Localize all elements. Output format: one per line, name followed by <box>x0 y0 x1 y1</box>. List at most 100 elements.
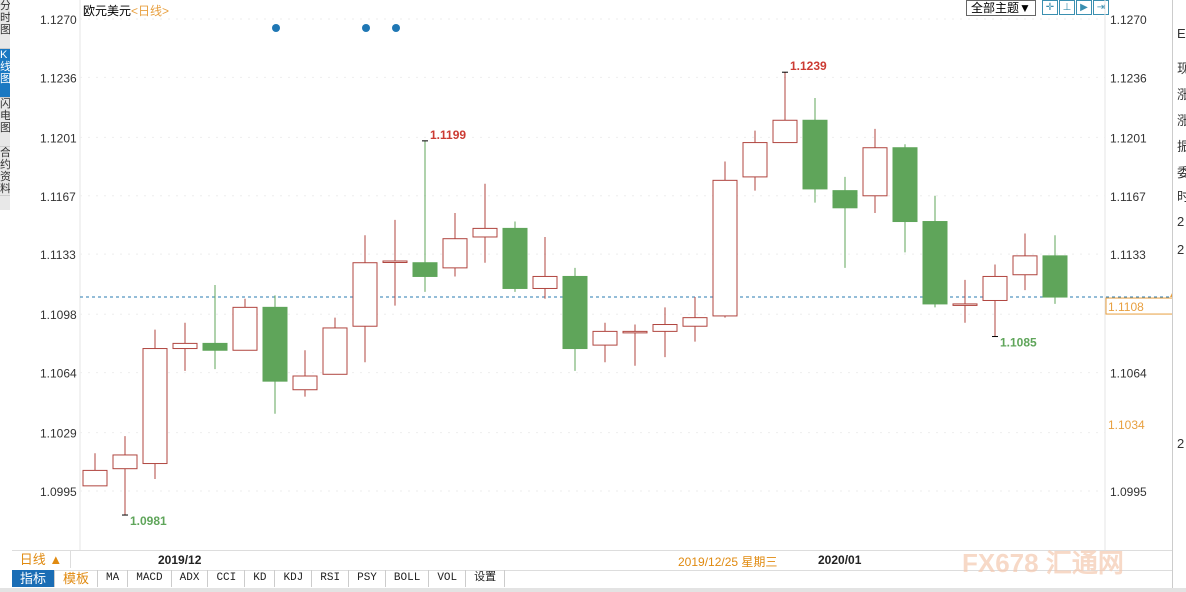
info-row: 现 <box>1177 58 1186 77</box>
info-row: E <box>1177 26 1186 41</box>
candle-body <box>292 375 318 391</box>
info-row: 时 <box>1177 186 1186 205</box>
candle-body <box>322 327 348 375</box>
y-tick-right: 1.1236 <box>1110 71 1147 85</box>
candle-body <box>1042 255 1068 298</box>
y-tick-left: 1.1270 <box>40 13 77 27</box>
candle-body <box>112 454 138 470</box>
y-tick-right: 1.1133 <box>1110 248 1146 262</box>
low-label: 1.0981 <box>130 514 167 528</box>
toolbar-item[interactable]: BOLL <box>386 570 430 587</box>
info-row: 2 <box>1177 242 1185 257</box>
scrollbar[interactable] <box>0 588 1186 592</box>
high-label: 1.1239 <box>790 59 827 73</box>
candle-body <box>952 303 978 306</box>
toolbar-item[interactable]: RSI <box>312 570 350 587</box>
candle-body <box>682 317 708 327</box>
info-row: 2 <box>1177 436 1185 451</box>
candle-body <box>802 119 828 190</box>
candle-body <box>562 275 588 350</box>
candle-body <box>652 324 678 332</box>
y-tick-left: 1.1236 <box>40 71 77 85</box>
crosshair-icon[interactable]: ✛ <box>1042 0 1058 15</box>
candle-body <box>142 348 168 465</box>
candle-body <box>262 306 288 382</box>
toolbar-item[interactable]: KDJ <box>275 570 313 587</box>
y-tick-left: 1.0995 <box>40 485 77 499</box>
current-price-label: 1.1108 <box>1108 300 1144 314</box>
chart-title: 欧元美元<日线> <box>83 2 169 19</box>
y-tick-right: 1.1064 <box>1110 367 1147 381</box>
toolbar-item[interactable]: 设置 <box>466 570 506 587</box>
y-tick-left: 1.1201 <box>40 131 77 145</box>
toolbar-item[interactable]: MA <box>98 570 129 587</box>
y-tick-right: 1.0995 <box>1110 485 1147 499</box>
candle-body <box>82 469 108 487</box>
low-label: 1.1085 <box>1000 336 1037 350</box>
toolbar-item[interactable]: MACD <box>128 570 172 587</box>
y-tick-left: 1.1133 <box>40 248 76 262</box>
side-tab[interactable]: K线图 <box>0 49 10 98</box>
info-row: 振 <box>1177 136 1186 155</box>
side-tabs: 分时图 K线图 闪电图 合约资料 <box>0 0 10 210</box>
step-forward-icon[interactable]: ▶ <box>1076 0 1092 15</box>
side-tab[interactable]: 合约资料 <box>0 147 10 196</box>
zoom-range-icon[interactable]: ⊥ <box>1059 0 1075 15</box>
candle-body <box>232 306 258 351</box>
candle-body <box>532 275 558 289</box>
event-dot <box>272 24 280 32</box>
candle-body <box>742 142 768 178</box>
info-row: 2 <box>1177 214 1185 229</box>
jump-end-icon[interactable]: ⇥ <box>1093 0 1109 15</box>
period-label: <日线> <box>131 4 170 18</box>
candle-body <box>622 330 648 334</box>
candle-body <box>382 260 408 264</box>
current-price-box <box>1105 297 1172 315</box>
side-tab[interactable]: 闪电图 <box>0 98 10 147</box>
info-row: 涨 <box>1177 110 1186 129</box>
x-label-crosshair-date: 2019/12/25 星期三 <box>678 555 778 569</box>
y-tick-left: 1.1064 <box>40 367 77 381</box>
theme-dropdown[interactable]: 全部主题▼ <box>966 0 1036 16</box>
toolbar-item[interactable]: CCI <box>208 570 246 587</box>
marker-price-label: 1.1034 <box>1108 418 1145 432</box>
y-tick-left: 1.1167 <box>40 190 76 204</box>
x-label-month: 2020/01 <box>818 553 862 567</box>
toolbar-item[interactable]: PSY <box>349 570 386 587</box>
candle-body <box>892 147 918 223</box>
candle-body <box>832 190 858 209</box>
candlestick-chart[interactable]: 1.1270 1.1236 1.1201 1.1167 1.1133 1.1098 1.10… <box>0 0 1172 550</box>
high-label: 1.1199 <box>430 128 466 142</box>
candle-body <box>592 330 618 346</box>
candle-body <box>442 238 468 269</box>
candle-body <box>982 275 1008 301</box>
y-tick-right: 1.1167 <box>1110 190 1146 204</box>
toolbar-item[interactable]: KD <box>245 570 276 587</box>
indicator-toolbar: 指标 模板 MA MACD ADX CCI KD KDJ RSI PSY BOLL VOL 设置 <box>12 570 506 587</box>
y-tick-right: 1.1270 <box>1110 13 1147 27</box>
info-row: 委 <box>1177 162 1186 181</box>
y-tick-right: 1.1201 <box>1110 131 1147 145</box>
symbol-name: 欧元美元 <box>83 4 132 18</box>
y-tick-left: 1.1098 <box>40 308 77 322</box>
side-tab[interactable]: 分时图 <box>0 0 10 49</box>
up-arrow-icon: ▲ <box>1168 289 1172 300</box>
candle-body <box>772 119 798 144</box>
candle-body <box>502 227 528 289</box>
x-axis-bar: 2019/12 2019/12/25 星期三 2020/01 FX678 汇通网 <box>12 548 1172 578</box>
period-button[interactable]: 日线 ▲ <box>12 551 71 568</box>
event-dot <box>392 24 400 32</box>
toolbar-item[interactable]: 模板 <box>55 570 99 587</box>
candle-body <box>472 227 498 238</box>
x-label-month: 2019/12 <box>158 553 202 567</box>
event-dot <box>362 24 370 32</box>
watermark-logo: FX678 汇通网 <box>962 548 1124 578</box>
toolbar-item[interactable]: VOL <box>429 570 467 587</box>
toolbar-item[interactable]: ADX <box>172 570 209 587</box>
candle-body <box>1012 255 1038 276</box>
candle-body <box>712 179 738 317</box>
y-tick-left: 1.1029 <box>40 427 77 441</box>
candle-body <box>412 262 438 277</box>
toolbar-item[interactable]: 指标 <box>12 570 56 587</box>
candle-body <box>202 342 228 351</box>
